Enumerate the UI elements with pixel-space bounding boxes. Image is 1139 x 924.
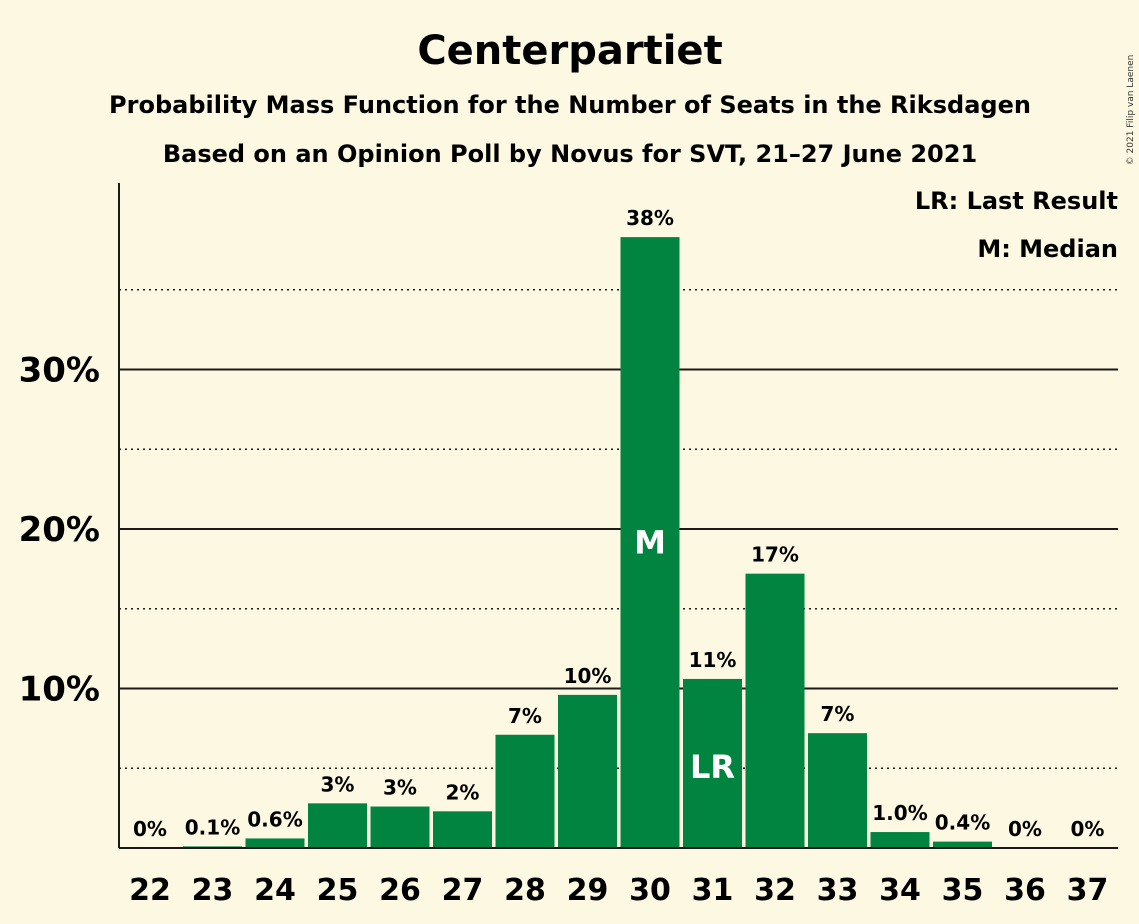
bar xyxy=(245,838,305,848)
data-label: 7% xyxy=(821,702,855,726)
x-tick-label: 34 xyxy=(879,873,921,908)
chart-subtitle-source: Based on an Opinion Poll by Novus for SV… xyxy=(163,140,977,168)
axes xyxy=(118,183,1118,849)
x-tick-label: 22 xyxy=(129,873,171,908)
legend-median: M: Median xyxy=(977,235,1118,263)
data-label: 0% xyxy=(133,817,167,841)
x-tick-label: 33 xyxy=(817,873,859,908)
y-tick-label: 30% xyxy=(19,351,100,391)
x-tick-label: 23 xyxy=(192,873,234,908)
y-tick-label: 20% xyxy=(19,510,100,550)
x-tick-label: 27 xyxy=(442,873,484,908)
legend-last-result: LR: Last Result xyxy=(915,187,1118,215)
x-tick-label: 31 xyxy=(692,873,734,908)
x-tick-label: 35 xyxy=(942,873,984,908)
x-tick-label: 36 xyxy=(1004,873,1046,908)
x-tick-label: 37 xyxy=(1067,873,1109,908)
x-tick-label: 32 xyxy=(754,873,796,908)
bar xyxy=(370,806,430,848)
bar xyxy=(933,841,992,848)
x-tick-label: 30 xyxy=(629,873,671,908)
x-tick-label: 25 xyxy=(317,873,359,908)
data-label: 3% xyxy=(321,772,355,796)
data-label: 0.4% xyxy=(935,811,990,835)
data-label: 0% xyxy=(1008,817,1042,841)
bar-marker-label: LR xyxy=(690,748,735,786)
data-label: 11% xyxy=(689,648,737,672)
bar xyxy=(808,733,867,848)
x-tick-label: 24 xyxy=(254,873,296,908)
data-label: 0.1% xyxy=(185,815,240,839)
bar xyxy=(745,573,805,848)
data-label: 2% xyxy=(446,780,480,804)
chart-subtitle: Probability Mass Function for the Number… xyxy=(109,91,1031,119)
y-tick-label: 10% xyxy=(19,670,100,710)
bars-group: 0% 22 0.1% 23 0.6% 24 3% 25 3% 26 2% 27 7% 28 10% 29 38%… xyxy=(129,206,1108,908)
bar-marker-label: M xyxy=(634,524,666,562)
data-label: 38% xyxy=(626,206,674,230)
bar xyxy=(683,678,742,848)
bar xyxy=(870,832,930,848)
data-label: 7% xyxy=(508,704,542,728)
copyright-note: © 2021 Filip van Laenen xyxy=(1126,55,1136,166)
x-tick-label: 26 xyxy=(379,873,421,908)
bar xyxy=(620,237,680,849)
data-label: 1.0% xyxy=(872,801,927,825)
data-label: 3% xyxy=(383,776,417,800)
data-label: 0% xyxy=(1071,817,1105,841)
chart-title: Centerpartiet xyxy=(417,28,722,74)
data-label: 17% xyxy=(751,543,799,567)
bar xyxy=(308,803,367,848)
bar xyxy=(433,811,492,848)
bar xyxy=(495,734,555,848)
data-label: 0.6% xyxy=(247,807,302,831)
gridlines: 10% 20% 30% xyxy=(19,289,1118,769)
x-tick-label: 29 xyxy=(567,873,609,908)
x-tick-label: 28 xyxy=(504,873,546,908)
data-label: 10% xyxy=(564,664,612,688)
bar xyxy=(558,694,617,848)
